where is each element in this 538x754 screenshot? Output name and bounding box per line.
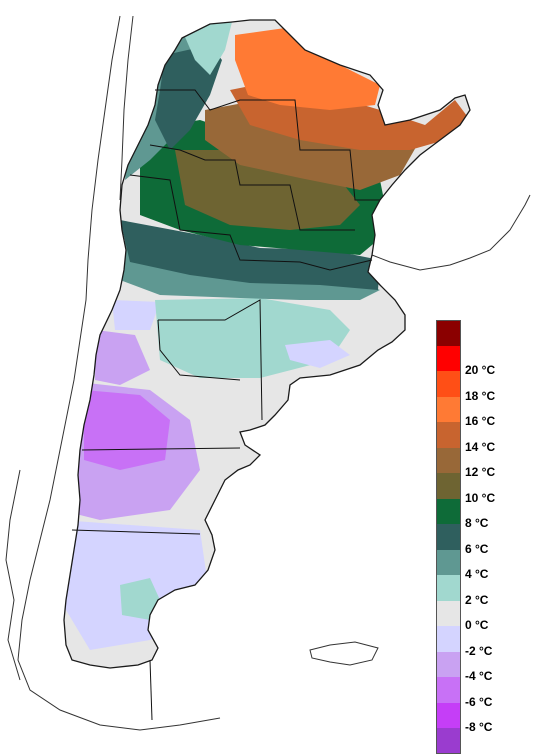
legend-row: -2 °C [436, 626, 532, 658]
legend-swatch [436, 651, 461, 677]
legend-swatch [436, 600, 461, 626]
legend-row: 14 °C [436, 422, 532, 454]
legend-swatch [436, 447, 461, 473]
province-borders [71, 89, 380, 721]
legend-label: 10 °C [465, 490, 496, 505]
legend-label: 6 °C [465, 541, 489, 556]
legend-label: 18 °C [465, 388, 496, 403]
legend-label: -2 °C [465, 643, 493, 658]
legend-row [436, 320, 532, 346]
legend-row: -8 °C [436, 702, 532, 734]
legend-label: 2 °C [465, 592, 489, 607]
legend-swatch [436, 371, 461, 397]
legend-swatch [436, 626, 461, 652]
legend-label: 14 °C [465, 439, 496, 454]
legend-swatch [436, 498, 461, 524]
legend-swatch [436, 473, 461, 499]
legend-row: 16 °C [436, 396, 532, 428]
legend-label: 12 °C [465, 465, 496, 480]
legend-row: 2 °C [436, 575, 532, 607]
legend-row: -4 °C [436, 651, 532, 683]
legend-label: 8 °C [465, 516, 489, 531]
legend-swatch [436, 677, 461, 703]
legend-row: 10 °C [436, 473, 532, 505]
legend-swatch [436, 396, 461, 422]
legend-row: 18 °C [436, 371, 532, 403]
legend-swatch [436, 345, 461, 371]
legend-row: 8 °C [436, 498, 532, 530]
temperature-legend: 20 °C 18 °C 16 °C 14 °C 12 °C 10 °C 8 °C 6 °C 4 … [436, 320, 532, 754]
legend-swatch [436, 320, 461, 346]
legend-label: -6 °C [465, 694, 493, 709]
legend-row: 6 °C [436, 524, 532, 556]
legend-row: 12 °C [436, 447, 532, 479]
legend-label: -8 °C [465, 720, 493, 735]
legend-swatch [436, 422, 461, 448]
neighbor-coastlines [5, 15, 531, 731]
legend-label: 0 °C [465, 618, 489, 633]
legend-label: -4 °C [465, 669, 493, 684]
legend-swatch [436, 524, 461, 550]
legend-swatch [436, 728, 461, 754]
legend-swatch [436, 702, 461, 728]
legend-label: 20 °C [465, 363, 496, 378]
legend-row: -6 °C [436, 677, 532, 709]
legend-swatch [436, 575, 461, 601]
legend-label: 16 °C [465, 414, 496, 429]
legend-row: 4 °C [436, 549, 532, 581]
legend-swatch [436, 549, 461, 575]
legend-row: 20 °C [436, 345, 532, 377]
legend-row: 0 °C [436, 600, 532, 632]
legend-label: 4 °C [465, 567, 489, 582]
